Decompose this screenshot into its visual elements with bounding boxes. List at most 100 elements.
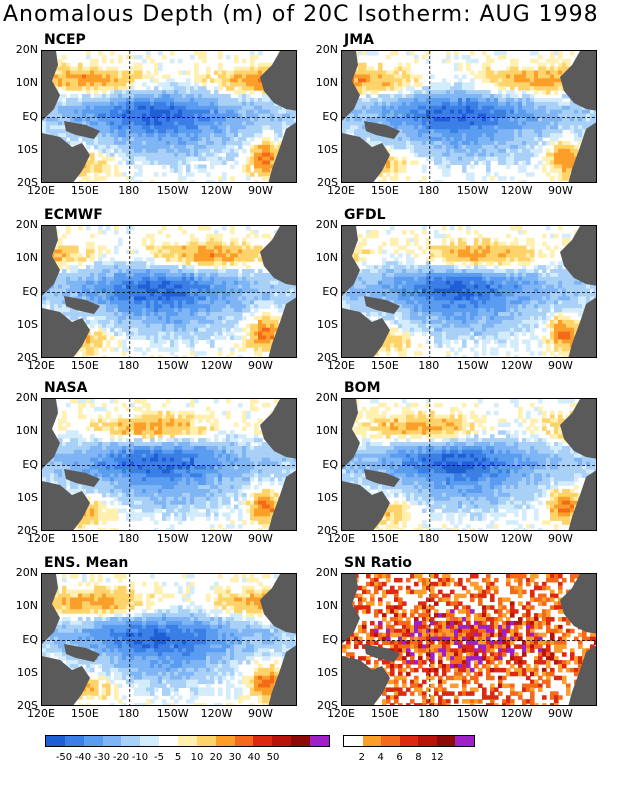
panel-title: NCEP bbox=[44, 32, 86, 48]
colorbar-label: -20 bbox=[112, 752, 130, 763]
colorbar-label: -50 bbox=[55, 752, 73, 763]
colorbar-swatch bbox=[121, 736, 141, 746]
lat-tick-label: 20N bbox=[15, 218, 38, 231]
colorbar-label: 10 bbox=[190, 752, 204, 763]
lon-tick-label: 180 bbox=[418, 707, 440, 720]
land-mass bbox=[342, 133, 390, 182]
land-mass bbox=[260, 51, 296, 111]
land-mass bbox=[42, 51, 60, 121]
lon-tick-label: 150E bbox=[370, 707, 399, 720]
lon-tick-label: 150E bbox=[370, 184, 399, 197]
lon-tick-label: 180 bbox=[418, 359, 440, 372]
lat-tick-label: 10S bbox=[317, 142, 338, 156]
lat-tick-label: 20S bbox=[17, 699, 38, 712]
map-panel bbox=[41, 225, 297, 358]
panel-title: SN Ratio bbox=[344, 555, 413, 571]
lon-tick-label: 180 bbox=[118, 532, 140, 545]
land-mass bbox=[568, 297, 596, 357]
lat-tick-label: 10N bbox=[315, 76, 338, 90]
map-panel bbox=[341, 398, 597, 531]
map-panel bbox=[41, 398, 297, 531]
lon-tick-label: 90W bbox=[547, 359, 573, 372]
land-mass bbox=[42, 133, 90, 182]
colorbar-label: 20 bbox=[209, 752, 223, 763]
colorbar-swatch bbox=[399, 736, 419, 746]
lon-tick-label: 120E bbox=[327, 184, 355, 197]
panel-title: JMA bbox=[344, 32, 374, 48]
land-mass bbox=[42, 399, 60, 469]
colorbar-swatch bbox=[455, 736, 475, 746]
lat-tick-label: 20S bbox=[17, 351, 38, 364]
lon-tick-label: 120W bbox=[200, 359, 233, 372]
lat-tick-label: 20S bbox=[317, 351, 338, 364]
land-mass bbox=[268, 470, 296, 530]
land-mass bbox=[42, 481, 90, 530]
lat-tick-label: 10S bbox=[17, 317, 38, 331]
lat-tick-label: 10N bbox=[315, 251, 338, 265]
lon-tick-label: 90W bbox=[247, 532, 273, 545]
land-mass bbox=[42, 574, 60, 644]
colorbar-swatch bbox=[436, 736, 456, 746]
land-mass bbox=[364, 469, 400, 487]
sn-ratio-colorbar bbox=[343, 735, 475, 747]
lon-tick-label: 180 bbox=[418, 532, 440, 545]
lon-tick-label: 90W bbox=[247, 359, 273, 372]
lon-tick-label: 120W bbox=[500, 359, 533, 372]
lat-tick-label: 20S bbox=[17, 176, 38, 189]
panel-title: ENS. Mean bbox=[44, 555, 129, 571]
colorbar-label: 2 bbox=[358, 752, 366, 763]
map-panel bbox=[341, 573, 597, 706]
lat-tick-label: 20S bbox=[317, 176, 338, 189]
lat-tick-label: EQ bbox=[322, 109, 338, 123]
lat-tick-label: 20N bbox=[15, 391, 38, 404]
anomaly-field bbox=[342, 51, 596, 182]
lat-tick-label: EQ bbox=[22, 109, 38, 123]
land-mass bbox=[560, 226, 596, 286]
land-mass bbox=[342, 51, 360, 121]
land-mass bbox=[64, 296, 100, 314]
lon-tick-label: 90W bbox=[247, 184, 273, 197]
lat-tick-label: 10N bbox=[315, 424, 338, 438]
anomaly-field bbox=[342, 574, 596, 705]
map-panel bbox=[41, 573, 297, 706]
map-panel bbox=[341, 50, 597, 183]
lon-tick-label: 150W bbox=[456, 359, 489, 372]
lon-tick-label: 150E bbox=[70, 707, 99, 720]
colorbar-swatch bbox=[159, 736, 179, 746]
lat-tick-label: 10S bbox=[17, 490, 38, 504]
lat-tick-label: 10N bbox=[315, 599, 338, 613]
lat-tick-label: 20N bbox=[315, 218, 338, 231]
panel-title: GFDL bbox=[344, 207, 386, 223]
colorbar-swatch bbox=[64, 736, 84, 746]
lon-tick-label: 150E bbox=[370, 359, 399, 372]
colorbar-label: 12 bbox=[430, 752, 444, 763]
colorbar-label: 6 bbox=[396, 752, 403, 763]
lat-tick-label: 10S bbox=[17, 142, 38, 156]
lat-tick-label: 20S bbox=[17, 524, 38, 537]
lat-tick-label: 10S bbox=[317, 490, 338, 504]
lon-tick-label: 90W bbox=[547, 707, 573, 720]
lon-tick-label: 90W bbox=[247, 707, 273, 720]
lon-tick-label: 150W bbox=[456, 184, 489, 197]
lat-tick-label: 20N bbox=[315, 391, 338, 404]
lon-tick-label: 120W bbox=[500, 184, 533, 197]
land-mass bbox=[364, 644, 400, 662]
land-mass bbox=[342, 656, 390, 705]
colorbar-swatch bbox=[310, 736, 329, 746]
lat-tick-label: 10N bbox=[15, 76, 38, 90]
lon-tick-label: 150W bbox=[456, 707, 489, 720]
panel-title: NASA bbox=[44, 380, 88, 396]
panel-title: ECMWF bbox=[44, 207, 103, 223]
lon-tick-label: 120E bbox=[27, 184, 55, 197]
land-mass bbox=[64, 121, 100, 139]
lon-tick-label: 150E bbox=[370, 532, 399, 545]
lat-tick-label: EQ bbox=[22, 632, 38, 646]
colorbar-swatch bbox=[418, 736, 437, 746]
lat-tick-label: 20S bbox=[317, 524, 338, 537]
lat-tick-label: EQ bbox=[22, 284, 38, 298]
lon-tick-label: 120E bbox=[27, 532, 55, 545]
land-mass bbox=[64, 644, 100, 662]
lat-tick-label: 10N bbox=[15, 599, 38, 613]
colorbar-swatch bbox=[344, 736, 363, 746]
colorbar-label: 4 bbox=[377, 752, 384, 763]
